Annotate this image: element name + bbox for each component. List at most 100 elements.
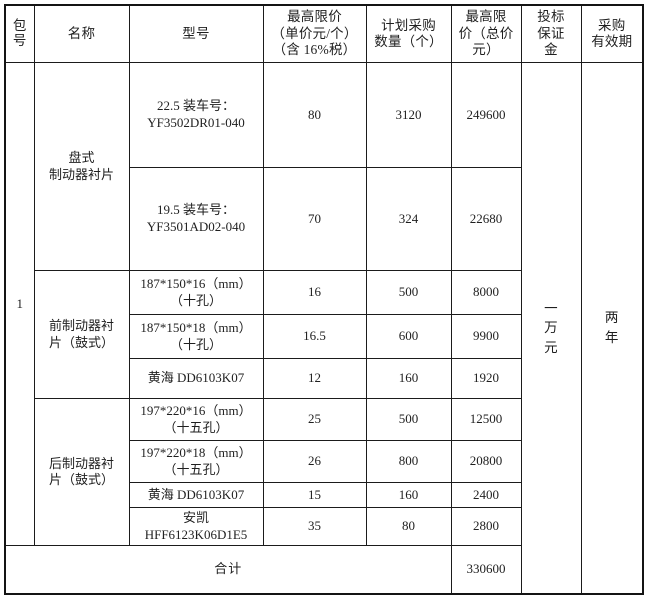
cell-product-name: 前制动器衬 片（鼓式） <box>33 270 130 399</box>
cell-unit-price: 80 <box>262 62 367 168</box>
cell-quantity: 800 <box>365 440 452 483</box>
cell-unit-price: 35 <box>262 506 367 547</box>
model-line: YF3501AD02-040 <box>146 219 246 234</box>
cell-unit-price: 70 <box>262 167 367 271</box>
header-line: 数量（个） <box>374 34 443 49</box>
model-line: （十孔） <box>169 292 222 308</box>
header-line: 金 <box>544 42 558 58</box>
header-cell-validity: 采购 有效期 <box>580 4 644 63</box>
table-header-row: 包号名称 型号 最高限价 （单价元/个） （含 16%税） 计划采购 数量（个） 最高限 价（总… <box>4 4 644 63</box>
cell-total-price: 9900 <box>450 314 522 359</box>
procurement-validity-value: 两年 <box>605 308 619 347</box>
header-line: 计划采购 <box>381 17 436 33</box>
product-name-line: 前制动器衬 <box>48 317 114 333</box>
model-line: 197*220*18（mm） <box>140 444 252 460</box>
cell-procurement-validity: 两年 <box>580 61 644 595</box>
cell-model: 19.5 装车号： YF3501AD02-040 <box>128 167 264 271</box>
model-line: 187*150*18（mm） <box>140 319 252 335</box>
header-label-name: 名称 <box>37 26 127 42</box>
header-cell-qty: 计划采购 数量（个） <box>365 4 452 63</box>
header-label-total_cap: 最高限 价（总价 元） <box>454 9 519 58</box>
header-line: 有效期 <box>591 34 633 49</box>
cell-total-price: 2400 <box>450 482 522 508</box>
product-name-line: 片（鼓式） <box>48 334 114 350</box>
cell-quantity: 80 <box>365 506 452 547</box>
cell-model: 黄海 DD6103K07 <box>128 358 264 399</box>
procurement-table: 包号名称 型号 最高限价 （单价元/个） （含 16%税） 计划采购 数量（个） 最高限 价（总… <box>4 4 644 595</box>
header-line: （含 16%税） <box>272 42 357 58</box>
model-line: 黄海 DD6103K07 <box>147 370 245 386</box>
header-cell-model: 型号 <box>128 4 264 63</box>
bid-deposit-char: 元 <box>544 339 558 355</box>
bid-deposit-char: 一 <box>544 300 558 316</box>
cell-quantity: 324 <box>365 167 452 271</box>
header-label-pkg_no: 包号 <box>8 18 32 49</box>
cell-total-price: 12500 <box>450 398 522 441</box>
table-row: 后制动器衬 片（鼓式） 197*220*16（mm） （十五孔） 25 500 12500 <box>5 397 643 547</box>
table-row: 19.5 装车号： YF3501AD02-040 70 324 22680 <box>5 167 643 271</box>
bid-deposit-char: 万 <box>544 320 558 336</box>
header-line: 型号 <box>182 25 210 41</box>
cell-bid-deposit: 一万元 <box>520 61 582 595</box>
cell-total-price: 8000 <box>450 270 522 315</box>
cell-model: 22.5 装车号： YF3502DR01-040 <box>128 62 264 168</box>
header-label-deposit: 投标 保证金 <box>524 9 579 58</box>
model-line: 187*150*16（mm） <box>140 275 252 291</box>
table-row: 黄海 DD6103K07 12 160 1920 <box>5 358 643 399</box>
header-cell-name: 名称 <box>33 4 130 63</box>
cell-model: 197*220*18（mm） （十五孔） <box>128 440 264 483</box>
cell-unit-price: 16.5 <box>262 314 367 359</box>
model-line: 黄海 DD6103K07 <box>147 486 245 502</box>
cell-model: 187*150*16（mm） （十孔） <box>128 270 264 315</box>
cell-model: 安凯 HFF6123K06D1E5 <box>128 506 264 547</box>
header-line: 元） <box>472 42 500 58</box>
cell-total-price: 2800 <box>450 506 522 547</box>
model-line: 197*220*16（mm） <box>140 402 252 418</box>
procurement-validity-char: 年 <box>604 329 619 345</box>
cell-model: 197*220*16（mm） （十五孔） <box>128 398 264 441</box>
bid-deposit-value: 一万元 <box>544 299 558 358</box>
cell-total-price: 22680 <box>450 167 522 271</box>
model-line: YF3502DR01-040 <box>147 115 245 130</box>
product-name-line: 盘式 <box>68 149 95 165</box>
header-line: 价（总价 <box>458 25 514 41</box>
cell-unit-price: 25 <box>262 398 367 441</box>
model-line: 22.5 装车号： <box>156 98 235 114</box>
cell-unit-price: 15 <box>262 482 367 508</box>
cell-total-price: 1920 <box>450 358 522 399</box>
header-label-model: 型号 <box>132 26 261 42</box>
header-line: 采购 <box>598 17 626 33</box>
cell-quantity: 160 <box>365 358 452 399</box>
product-name-line: 片（鼓式） <box>48 472 114 488</box>
cell-model: 黄海 DD6103K07 <box>128 482 264 508</box>
model-line: 安凯 <box>182 510 209 525</box>
cell-unit-price: 26 <box>262 440 367 483</box>
cell-quantity: 3120 <box>365 62 452 168</box>
header-line: （单价元/个） <box>271 25 358 41</box>
cell-model: 187*150*18（mm） （十孔） <box>128 314 264 359</box>
cell-quantity: 600 <box>365 314 452 359</box>
total-value: 330600 <box>450 545 522 595</box>
cell-quantity: 160 <box>365 482 452 508</box>
model-line: （十孔） <box>169 336 222 352</box>
header-cell-unit_cap: 最高限价 （单价元/个） （含 16%税） <box>262 4 367 63</box>
header-line: 包 <box>12 18 27 34</box>
procurement-validity-char: 两 <box>604 310 619 326</box>
cell-unit-price: 12 <box>262 358 367 399</box>
cell-product-name: 后制动器衬 片（鼓式） <box>33 397 130 547</box>
table-row: 前制动器衬 片（鼓式） 187*150*16（mm） （十孔） 16 500 8000 <box>5 270 643 399</box>
cell-product-name: 盘式 制动器衬片 <box>33 62 130 271</box>
table-row: 197*220*18（mm） （十五孔） 26 800 20800 <box>5 440 643 483</box>
cell-total-price: 20800 <box>450 440 522 483</box>
header-line: 号 <box>12 33 27 48</box>
model-line: （十五孔） <box>163 461 229 477</box>
model-line: HFF6123K06D1E5 <box>144 526 248 542</box>
cell-total-price: 249600 <box>450 62 522 168</box>
table-body: 1 盘式 制动器衬片 22.5 装车号： YF3502DR01-040 80 3120 249… <box>4 61 644 595</box>
header-line: 投标 <box>537 9 565 25</box>
header-line: 最高限价 <box>287 9 342 25</box>
header-line: 保证 <box>537 25 565 41</box>
cell-quantity: 500 <box>365 398 452 441</box>
header-label-qty: 计划采购 数量（个） <box>369 18 449 51</box>
